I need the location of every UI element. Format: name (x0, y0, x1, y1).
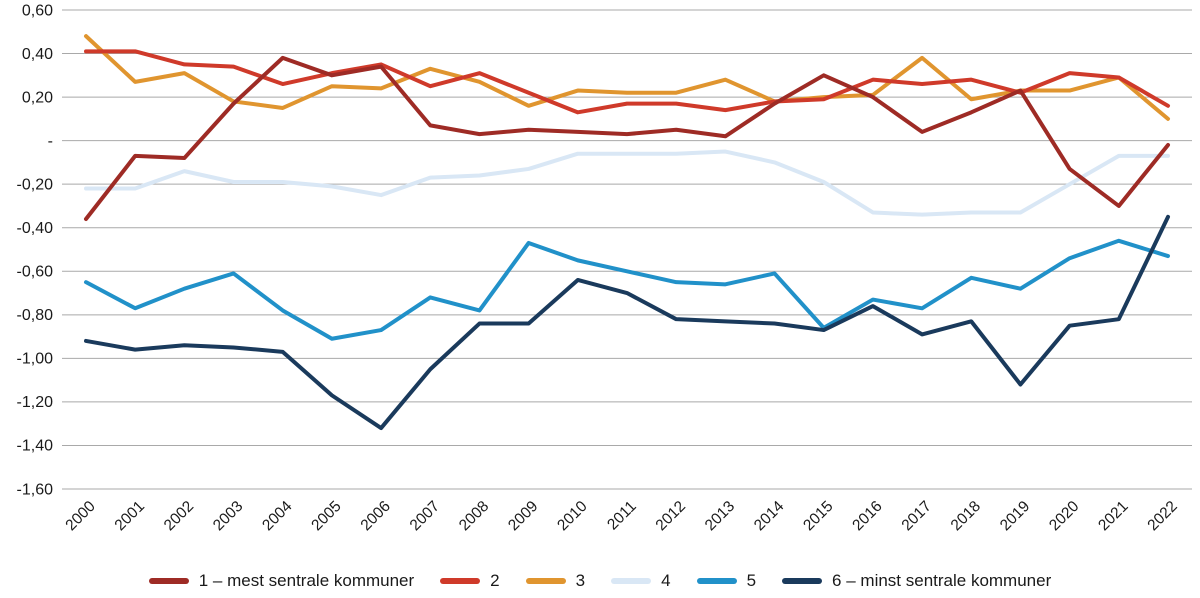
series-line-5 (84, 238, 1170, 341)
y-axis-tick-label: -1,20 (17, 394, 54, 411)
x-axis-tick-label: 2011 (604, 498, 640, 534)
y-axis-tick-label: -0,40 (17, 220, 54, 237)
x-axis-tick-label: 2008 (456, 498, 492, 534)
x-axis-tick-label: 2020 (1046, 498, 1083, 535)
y-axis-tick-label: 0,20 (22, 89, 53, 106)
x-axis-tick-label: 2009 (505, 498, 541, 534)
y-axis-tick-label: - (48, 133, 53, 150)
series-line-6 (84, 214, 1170, 431)
y-axis-tick-label: 0,40 (22, 46, 53, 63)
x-axis-tick-label: 2019 (997, 498, 1033, 534)
y-axis-tick-label: -0,60 (17, 264, 54, 281)
series-line-3 (84, 34, 1170, 121)
x-axis-tick-label: 2001 (112, 498, 148, 534)
chart-canvas: 0,60 0,40 0,20 - -0,20 -0,40 -0,60 -0,80 -1,00 -1… (17, 2, 1192, 535)
x-axis-tick-label: 2007 (407, 498, 443, 534)
series-line-4 (84, 149, 1170, 217)
legend-label: 6 – minst sentrale kommuner (832, 570, 1052, 590)
x-axis-tick-label: 2017 (899, 498, 935, 534)
x-axis-tick-label: 2022 (1144, 498, 1180, 534)
line-chart: 0,60 0,40 0,20 - -0,20 -0,40 -0,60 -0,80 -1,00 -1… (17, 2, 1192, 535)
y-axis-tick-label: -1,60 (17, 481, 54, 498)
series-line-2 (84, 49, 1170, 115)
legend-label: 5 (746, 570, 757, 590)
x-axis-tick-label: 2013 (702, 498, 738, 534)
y-axis-tick-label: -0,20 (17, 176, 54, 193)
x-axis-tick-label: 2016 (849, 498, 885, 534)
legend-item-1: 1 – mest sentrale kommuner (148, 570, 415, 591)
legend-swatch-icon (611, 577, 652, 584)
legend-item-4: 4 (611, 570, 671, 591)
x-axis-tick-label: 2002 (161, 498, 197, 534)
x-axis-tick-label: 2000 (62, 498, 99, 535)
x-axis-tick-label: 2018 (948, 498, 984, 534)
legend-swatch-icon (148, 577, 189, 584)
x-axis-tick-label: 2003 (210, 498, 246, 534)
legend-swatch-icon (782, 577, 823, 584)
legend-item-3: 3 (525, 570, 586, 591)
y-axis-tick-label: -1,40 (17, 438, 54, 455)
legend-swatch-icon (440, 577, 481, 584)
legend-item-5: 5 (696, 570, 757, 591)
legend-label: 4 (661, 570, 671, 590)
chart-legend: 1 – mest sentrale kommuner 2 3 4 5 6 – minst … (0, 563, 1200, 598)
x-axis-tick-label: 2006 (358, 498, 394, 534)
legend-label: 3 (575, 570, 586, 590)
x-axis-tick-label: 2012 (653, 498, 689, 534)
x-axis-tick-label: 2004 (259, 498, 296, 535)
legend-swatch-icon (696, 577, 737, 584)
x-axis-tick-label: 2015 (800, 498, 836, 534)
legend-label: 1 – mest sentrale kommuner (198, 570, 415, 590)
x-axis-tick-label: 2010 (554, 498, 591, 535)
legend-swatch-icon (525, 577, 566, 584)
y-axis-tick-label: -1,00 (17, 351, 54, 368)
x-axis-tick-label: 2005 (308, 498, 344, 534)
x-axis-tick-label: 2021 (1095, 498, 1131, 534)
y-axis-tick-label: 0,60 (22, 2, 53, 19)
legend-item-6: 6 – minst sentrale kommuner (782, 571, 1051, 591)
legend-label: 2 (490, 570, 500, 590)
x-axis-tick-label: 2014 (751, 498, 788, 535)
series-line-1 (84, 55, 1170, 222)
y-axis-tick-label: -0,80 (17, 307, 54, 324)
legend-item-2: 2 (440, 570, 500, 591)
